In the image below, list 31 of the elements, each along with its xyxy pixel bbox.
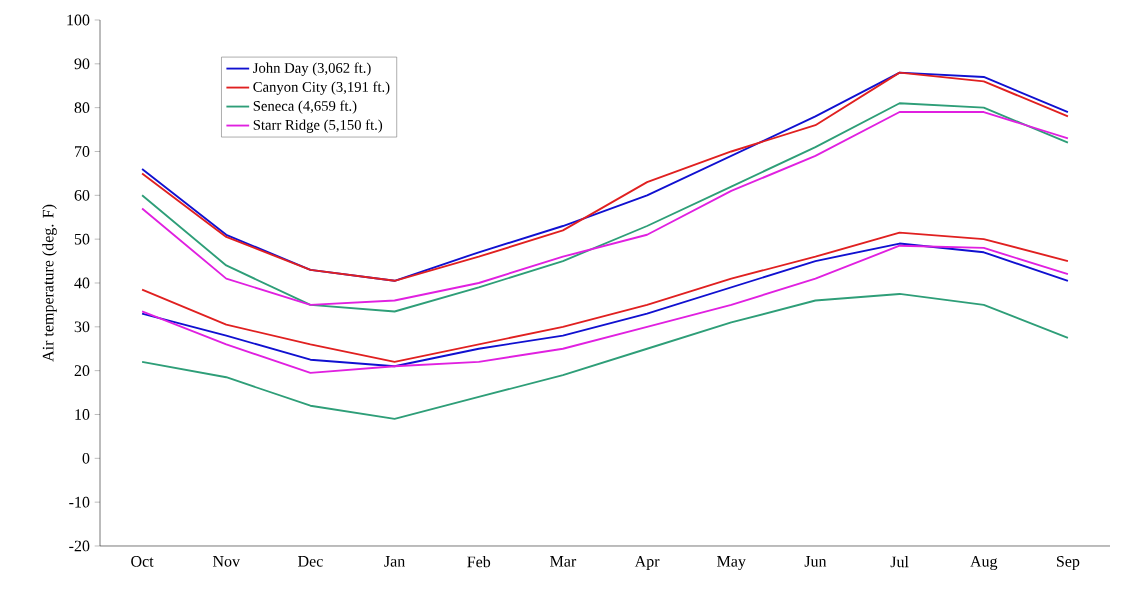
legend-label: Canyon City (3,191 ft.) xyxy=(253,81,390,95)
x-tick-label: Jul xyxy=(890,556,909,568)
x-tick-label: Mar xyxy=(550,556,577,567)
y-tick-label: 60 xyxy=(74,189,90,201)
x-tick-label: Feb xyxy=(467,556,491,568)
y-tick-label: 30 xyxy=(74,321,90,333)
x-tick-label: Aug xyxy=(970,556,998,571)
legend-label: Starr Ridge (5,150 ft.) xyxy=(253,119,383,133)
x-tick-label: May xyxy=(717,556,746,570)
y-tick-label: 20 xyxy=(74,365,90,377)
y-axis-title: Air temperature (deg. F) xyxy=(42,204,57,362)
x-tick-label: Apr xyxy=(634,556,660,570)
y-tick-label: 70 xyxy=(75,146,90,157)
x-tick-label: Oct xyxy=(131,556,154,567)
x-tick-label: Sep xyxy=(1056,556,1080,571)
y-tick-label: 80 xyxy=(74,102,90,114)
y-tick-label: 0 xyxy=(82,452,90,464)
line-series xyxy=(141,293,1069,420)
x-tick-label: Nov xyxy=(212,556,241,567)
x-tick-label: Jan xyxy=(384,556,406,567)
x-tick-label: Jun xyxy=(804,556,827,567)
y-tick-label: 40 xyxy=(74,277,90,289)
y-tick-label: 10 xyxy=(75,409,90,420)
y-tick-label: -20 xyxy=(69,540,90,552)
y-tick-label: 90 xyxy=(74,58,90,70)
y-tick-label: 100 xyxy=(67,14,90,26)
legend-label: John Day (3,062 ft.) xyxy=(253,62,371,76)
x-tick-label: Dec xyxy=(298,556,323,567)
y-tick-label: 50 xyxy=(74,233,90,245)
y-tick-label: -10 xyxy=(69,496,90,508)
legend-label: Seneca (4,659 ft.) xyxy=(253,100,357,114)
